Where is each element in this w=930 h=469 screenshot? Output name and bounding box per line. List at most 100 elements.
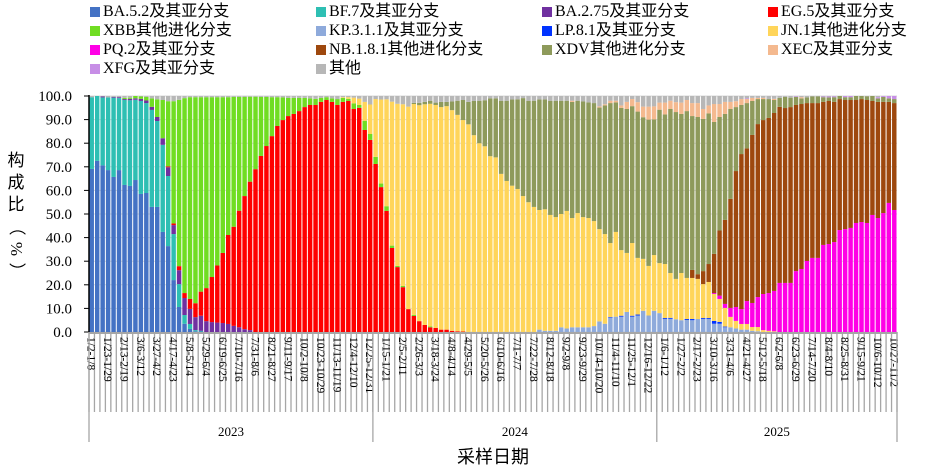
bar-segment	[417, 96, 422, 103]
bar-segment	[433, 102, 438, 105]
bar-segment	[657, 263, 662, 314]
bar-segment	[831, 96, 837, 98]
bar-segment	[482, 96, 488, 101]
bar-segment	[193, 317, 198, 331]
bar-week	[247, 96, 253, 332]
bar-segment	[668, 273, 673, 318]
bar-segment	[373, 163, 378, 332]
bar-segment	[619, 315, 624, 317]
legend-item: 其他	[316, 60, 361, 78]
bar-segment	[722, 327, 728, 332]
bar-segment	[892, 103, 897, 210]
bar-segment	[498, 100, 504, 174]
bar-segment	[700, 96, 706, 109]
bar-segment	[482, 146, 488, 332]
bar-segment	[613, 102, 619, 232]
bar-segment	[111, 96, 116, 97]
bar-segment	[608, 96, 613, 101]
y-tick-label: 40.0	[46, 231, 72, 247]
bar-segment	[204, 97, 209, 289]
bar-segment	[602, 96, 608, 105]
bar-segment	[853, 96, 859, 101]
bar-segment	[411, 315, 417, 332]
bar-week	[471, 96, 477, 332]
bar-segment	[548, 214, 553, 331]
bar-segment	[586, 327, 591, 332]
bar-segment	[711, 294, 717, 321]
bar-week	[597, 96, 602, 332]
bar-week	[324, 96, 329, 332]
bar-segment	[204, 321, 209, 332]
bar-week	[329, 96, 335, 333]
bar-week	[367, 96, 373, 332]
y-tick-label: 60.0	[46, 183, 72, 199]
bar-week	[406, 96, 411, 332]
bar-segment	[821, 97, 826, 102]
bar-week	[138, 96, 144, 332]
bar-segment	[842, 96, 848, 98]
bar-segment	[187, 308, 193, 324]
bar-segment	[373, 156, 378, 164]
bar-segment	[711, 104, 717, 122]
legend-swatch	[90, 7, 100, 17]
bar-segment	[526, 202, 531, 332]
bar-segment	[280, 120, 286, 332]
bar-segment	[89, 168, 94, 332]
bar-week	[296, 96, 302, 332]
bar-segment	[258, 96, 264, 97]
legend-item: XBB其他进化分支	[90, 22, 232, 40]
bar-segment	[733, 101, 739, 108]
bar-segment	[679, 102, 684, 114]
legend-swatch	[768, 7, 778, 17]
bar-segment	[619, 316, 624, 332]
y-tick-label: 10.0	[46, 301, 72, 317]
bar-segment	[258, 96, 264, 156]
bar-segment	[384, 96, 389, 100]
bar-week	[564, 96, 569, 332]
bar-segment	[640, 117, 646, 259]
bar-segment	[575, 96, 580, 101]
bar-segment	[586, 218, 591, 328]
y-axis-title-char: 比	[7, 195, 25, 214]
bar-segment	[329, 101, 335, 333]
x-tick-label: 5/29-6/4	[199, 337, 211, 376]
bar-segment	[329, 98, 335, 102]
bar-segment	[580, 217, 586, 328]
bar-segment	[662, 264, 668, 319]
bar-segment	[193, 97, 198, 304]
bar-segment	[651, 106, 657, 120]
bar-week	[520, 96, 526, 332]
bar-segment	[264, 146, 269, 332]
bar-week	[275, 96, 280, 332]
y-tick-label: 20.0	[46, 278, 72, 294]
bar-segment	[744, 323, 750, 330]
bar-segment	[690, 319, 695, 321]
bar-segment	[275, 96, 280, 98]
bar-segment	[318, 96, 324, 98]
bar-segment	[755, 96, 761, 98]
bar-week	[209, 96, 215, 332]
x-tick-label: 10/2-10/8	[298, 337, 310, 382]
bar-segment	[531, 96, 537, 101]
bar-week	[225, 96, 231, 332]
bar-segment	[695, 96, 700, 104]
bar-segment	[657, 96, 662, 103]
bar-segment	[520, 98, 526, 197]
bar-segment	[624, 252, 629, 312]
bar-week	[236, 96, 242, 332]
bar-segment	[815, 103, 821, 258]
bar-segment	[422, 96, 427, 102]
x-tick-label: 4/8-4/14	[445, 337, 457, 376]
bar-week	[389, 96, 395, 332]
bar-segment	[842, 229, 848, 332]
bar-week	[346, 96, 351, 333]
x-tick-label: 3/10-3/16	[707, 337, 719, 382]
bar-segment	[171, 234, 176, 281]
bar-segment	[804, 103, 810, 261]
x-tick-label: 2/17-2/23	[691, 337, 703, 382]
bar-segment	[728, 108, 733, 199]
bar-segment	[870, 100, 875, 215]
bar-segment	[646, 119, 651, 266]
bar-segment	[384, 206, 389, 211]
bar-segment	[788, 97, 793, 108]
